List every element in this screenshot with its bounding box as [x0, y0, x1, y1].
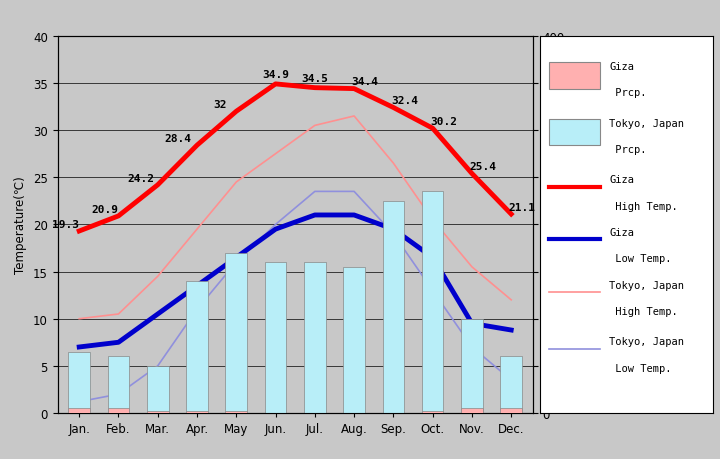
Bar: [68, 352, 90, 413]
Bar: [147, 411, 168, 413]
Bar: [225, 411, 247, 413]
Text: 28.4: 28.4: [164, 134, 191, 144]
Bar: [304, 263, 325, 413]
Bar: [461, 319, 482, 413]
Text: Low Temp.: Low Temp.: [609, 254, 672, 264]
Bar: [343, 267, 365, 413]
Bar: [500, 409, 522, 413]
Bar: [461, 409, 482, 413]
Text: 21.1: 21.1: [509, 202, 536, 213]
Text: 24.2: 24.2: [127, 173, 155, 183]
Bar: [265, 263, 287, 413]
Bar: [225, 253, 247, 413]
Text: Giza: Giza: [609, 228, 634, 237]
Text: 32.4: 32.4: [391, 96, 418, 106]
Text: Prcp.: Prcp.: [609, 145, 647, 155]
Text: 20.9: 20.9: [91, 204, 118, 214]
Text: 30.2: 30.2: [431, 117, 457, 127]
FancyBboxPatch shape: [549, 63, 600, 90]
Text: 32: 32: [213, 100, 226, 110]
Bar: [422, 192, 444, 413]
Bar: [422, 411, 444, 413]
Text: Giza: Giza: [609, 175, 634, 185]
Text: Prcp.: Prcp.: [609, 88, 647, 98]
Bar: [382, 202, 404, 413]
Text: 34.9: 34.9: [262, 70, 289, 80]
FancyBboxPatch shape: [549, 119, 600, 146]
Bar: [68, 409, 90, 413]
Text: Tokyo, Japan: Tokyo, Japan: [609, 280, 684, 290]
Text: 19.3: 19.3: [52, 219, 78, 230]
Bar: [500, 357, 522, 413]
Text: 34.5: 34.5: [302, 73, 328, 84]
Text: Low Temp.: Low Temp.: [609, 363, 672, 373]
Bar: [186, 411, 208, 413]
Text: High Temp.: High Temp.: [609, 201, 678, 211]
Text: 34.4: 34.4: [352, 77, 379, 87]
Bar: [186, 281, 208, 413]
Bar: [108, 409, 130, 413]
Text: Giza: Giza: [609, 62, 634, 72]
Bar: [147, 366, 168, 413]
Text: Tokyo, Japan: Tokyo, Japan: [609, 336, 684, 347]
Y-axis label: Temperature(℃): Temperature(℃): [14, 176, 27, 274]
Y-axis label: Precipitation(mm): Precipitation(mm): [570, 172, 583, 278]
Text: 25.4: 25.4: [469, 162, 497, 172]
Text: Tokyo, Japan: Tokyo, Japan: [609, 118, 684, 128]
Bar: [108, 357, 130, 413]
Text: High Temp.: High Temp.: [609, 307, 678, 316]
